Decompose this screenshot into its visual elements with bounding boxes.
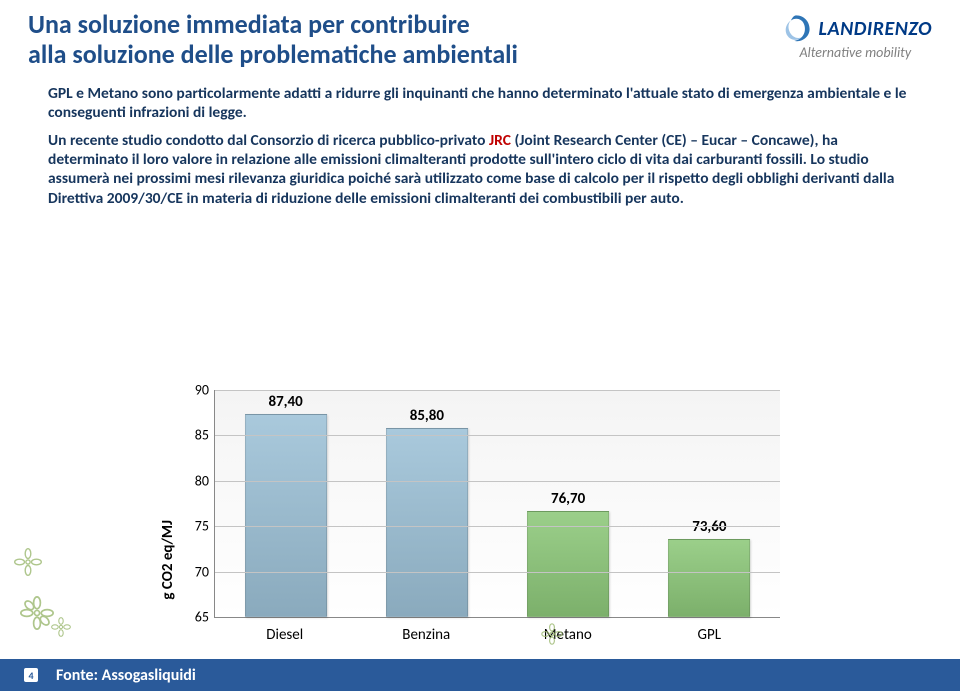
flower-icon: [14, 548, 42, 576]
body-text: GPL e Metano sono particolarmente adatti…: [0, 70, 960, 208]
chart-xlabel: Diesel: [214, 626, 356, 644]
footer-bar: 4 Fonte: Assogasliquidi: [0, 659, 960, 691]
co2-bar-chart: g CO2 eq/MJ 87,4085,8076,7073,60 6570758…: [180, 390, 780, 650]
chart-plot-area: 87,4085,8076,7073,60 657075808590: [214, 390, 780, 618]
chart-xlabel: GPL: [639, 626, 781, 644]
chart-xlabel: Benzina: [356, 626, 498, 644]
jrc-highlight: JRC: [489, 131, 511, 150]
chart-bar-slot: 73,60: [639, 390, 780, 617]
chart-ytick: 85: [181, 427, 209, 444]
chart-xlabel: Metano: [497, 626, 639, 644]
chart-xlabels: DieselBenzinaMetanoGPL: [214, 626, 780, 644]
chart-bar-value: 85,80: [410, 407, 444, 425]
chart-ytick: 65: [181, 609, 209, 626]
chart-gridline: [215, 481, 780, 482]
flower-icon: [20, 596, 54, 630]
chart-bars: 87,40 85,80 76,70 73,60: [215, 390, 780, 617]
chart-bar-value: 87,40: [268, 393, 302, 411]
chart-ytick: 70: [181, 563, 209, 580]
chart-ytick: 80: [181, 472, 209, 489]
chart-bar: 73,60: [668, 539, 750, 617]
paragraph-2-pre: Un recente studio condotto dal Consorzio…: [48, 131, 489, 150]
title-line-2: alla soluzione delle problematiche ambie…: [28, 40, 518, 70]
paragraph-1: GPL e Metano sono particolarmente adatti…: [48, 84, 912, 123]
slide-number: 4: [24, 668, 38, 682]
logo-name: LANDIRENZO: [819, 17, 932, 41]
chart-bar: 85,80: [386, 428, 468, 617]
chart-ylabel: g CO2 eq/MJ: [159, 520, 177, 600]
flower-icon: [50, 616, 72, 638]
chart-bar-slot: 76,70: [498, 390, 639, 617]
chart-gridline: [215, 435, 780, 436]
logo-swirl-icon: [779, 12, 813, 46]
chart-bar-slot: 85,80: [356, 390, 497, 617]
brand-logo: LANDIRENZO Alternative mobility: [779, 10, 932, 61]
title-line-1: Una soluzione immediata per contribuire: [28, 10, 518, 40]
source-label: Fonte: Assogasliquidi: [56, 666, 196, 685]
chart-bar-value: 76,70: [551, 490, 585, 508]
chart-gridline: [215, 526, 780, 527]
logo-subtitle: Alternative mobility: [799, 44, 911, 61]
chart-ytick: 75: [181, 518, 209, 535]
chart-gridline: [215, 390, 780, 391]
flower-icon: [540, 622, 564, 646]
page-title: Una soluzione immediata per contribuire …: [28, 10, 518, 70]
chart-gridline: [215, 572, 780, 573]
chart-bar-slot: 87,40: [215, 390, 356, 617]
chart-ytick: 90: [181, 382, 209, 399]
paragraph-2: Un recente studio condotto dal Consorzio…: [48, 131, 912, 209]
chart-bar: 87,40: [245, 414, 327, 617]
